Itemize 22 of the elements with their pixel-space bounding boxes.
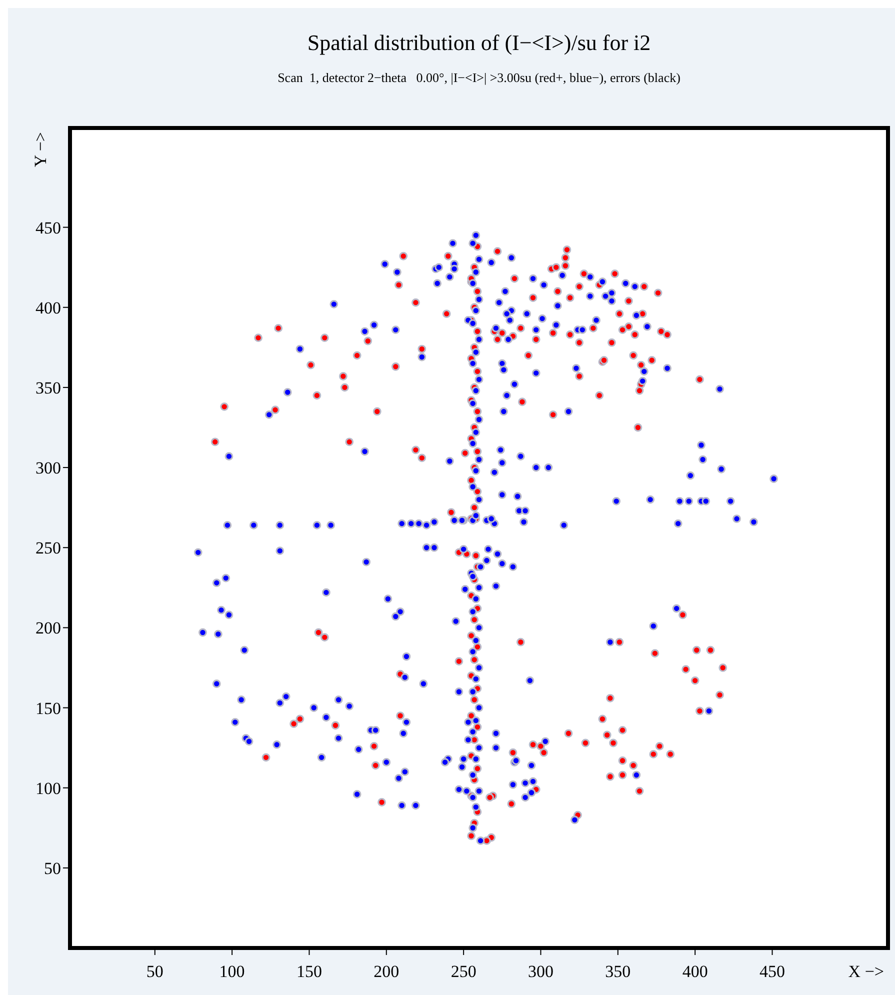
y-tick-label: 450 xyxy=(36,218,61,238)
y-tick-label: 400 xyxy=(36,298,61,318)
x-tick-label: 100 xyxy=(219,962,245,981)
y-tick-label: 50 xyxy=(44,858,61,878)
x-tick-label: 200 xyxy=(374,962,400,981)
y-tick-label: 200 xyxy=(36,618,61,638)
y-tick-label: 150 xyxy=(36,698,61,718)
x-tick-label: 450 xyxy=(759,962,785,981)
y-tick-label: 300 xyxy=(36,458,61,478)
y-tick-label: 350 xyxy=(36,378,61,398)
x-axis-title: X −> xyxy=(848,962,884,981)
y-axis-title: Y −> xyxy=(31,132,50,168)
x-tick-label: 350 xyxy=(605,962,631,981)
y-tick-label: 250 xyxy=(36,538,61,558)
x-tick-label: 250 xyxy=(450,962,476,981)
x-tick-label: 50 xyxy=(146,962,164,981)
y-tick-label: 100 xyxy=(36,778,61,798)
x-tick-label: 400 xyxy=(682,962,708,981)
chart-title: Spatial distribution of (I−<I>)/su for i2 xyxy=(307,30,651,55)
x-tick-label: 150 xyxy=(296,962,322,981)
x-tick-label: 300 xyxy=(528,962,554,981)
chart-subtitle: Scan 1, detector 2−theta 0.00°, |I−<I>| >3.00su (red+, blue−), errors (black) xyxy=(278,70,680,85)
